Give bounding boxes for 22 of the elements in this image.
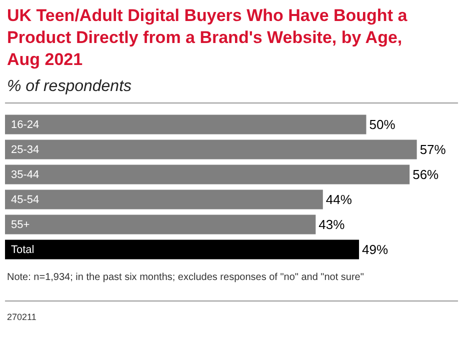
- bar: [5, 214, 316, 234]
- chart-subtitle: % of respondents: [7, 78, 132, 95]
- bar: [5, 140, 417, 160]
- y-tick-label: 45-54: [11, 194, 40, 206]
- data-label: 43%: [318, 217, 346, 232]
- chart-title: UK Teen/Adult Digital Buyers Who Have Bought a Product Directly from a Brand's Website, by Age, Aug 2021: [7, 6, 408, 70]
- data-label: 57%: [420, 142, 446, 157]
- y-tick-label: Total: [11, 244, 34, 256]
- y-tick-label: 35-44: [11, 169, 40, 181]
- bar: [5, 114, 366, 134]
- data-label: 44%: [326, 192, 352, 207]
- data-label: 50%: [369, 117, 396, 132]
- bar: [5, 240, 360, 260]
- bar: [5, 190, 323, 210]
- text: Note: n=1,934; in the past six months; excludes responses of "no" and "not sure": [7, 272, 364, 283]
- text: 270211: [7, 312, 36, 322]
- y-tick-label: 55+: [11, 219, 30, 231]
- data-label: 56%: [412, 167, 440, 182]
- y-tick-label: 16-24: [11, 119, 40, 131]
- data-label: 49%: [362, 242, 388, 257]
- bar: [5, 164, 410, 184]
- y-tick-label: 25-34: [11, 144, 40, 156]
